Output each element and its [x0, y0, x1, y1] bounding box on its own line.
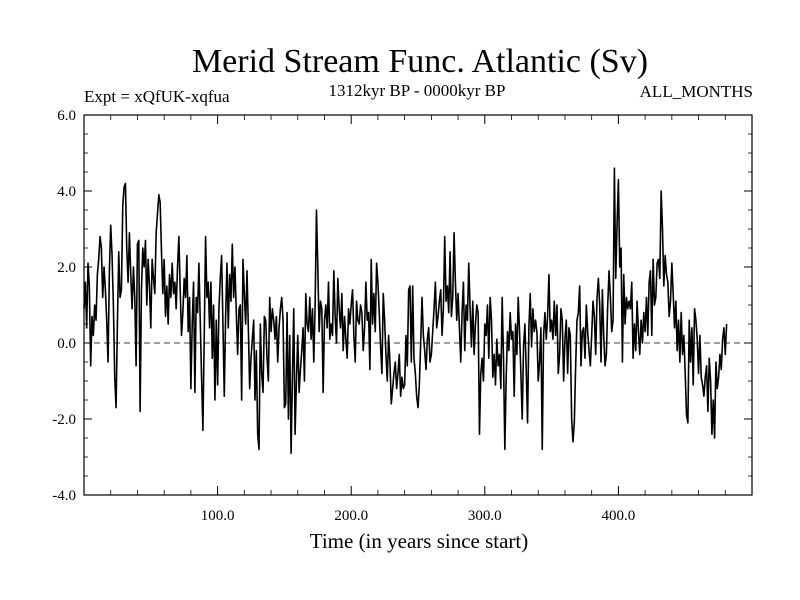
- x-axis-label: Time (in years since start): [310, 529, 529, 553]
- x-tick-label: 300.0: [468, 508, 502, 524]
- subtitle-experiment: Expt = xQfUK-xqfua: [84, 87, 230, 106]
- y-tick-label: 4.0: [57, 184, 76, 200]
- x-tick-label: 100.0: [201, 508, 235, 524]
- series-line: [83, 167, 728, 454]
- chart-title: Merid Stream Func. Atlantic (Sv): [192, 43, 648, 80]
- subtitle-months: ALL_MONTHS: [640, 82, 753, 101]
- x-tick-label: 200.0: [334, 508, 368, 524]
- x-tick-label: 400.0: [602, 508, 636, 524]
- y-tick-label: 6.0: [57, 108, 76, 124]
- y-tick-label: 0.0: [57, 336, 76, 352]
- y-tick-label: 2.0: [57, 260, 76, 276]
- subtitle-time-range: 1312kyr BP - 0000kyr BP: [329, 81, 506, 100]
- y-tick-label: -4.0: [52, 488, 76, 504]
- y-tick-label: -2.0: [52, 412, 76, 428]
- plot-frame: [83, 114, 753, 496]
